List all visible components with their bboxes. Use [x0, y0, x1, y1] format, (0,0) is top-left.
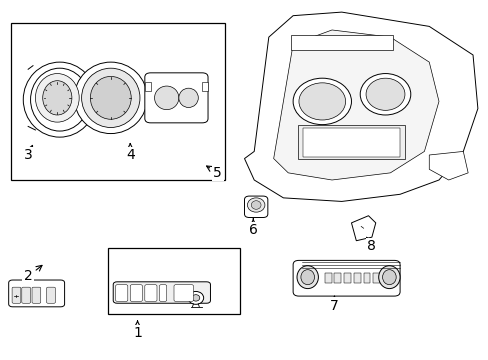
- Ellipse shape: [360, 73, 410, 115]
- Ellipse shape: [90, 76, 131, 119]
- Text: 6: 6: [248, 219, 257, 237]
- Ellipse shape: [382, 270, 395, 285]
- Ellipse shape: [378, 266, 399, 289]
- FancyBboxPatch shape: [113, 282, 210, 303]
- Text: 3: 3: [24, 145, 33, 162]
- Ellipse shape: [251, 201, 261, 209]
- Text: 5: 5: [206, 166, 222, 180]
- Text: 7: 7: [329, 296, 338, 313]
- Ellipse shape: [188, 292, 203, 304]
- Bar: [297, 125, 404, 158]
- FancyBboxPatch shape: [144, 73, 207, 123]
- Text: 2: 2: [24, 265, 42, 283]
- Bar: [363, 273, 370, 283]
- Bar: [353, 273, 360, 283]
- Ellipse shape: [298, 83, 345, 120]
- Ellipse shape: [247, 198, 264, 212]
- Polygon shape: [428, 152, 467, 180]
- Ellipse shape: [192, 295, 200, 301]
- Bar: [202, 82, 207, 91]
- FancyBboxPatch shape: [292, 260, 399, 296]
- FancyBboxPatch shape: [32, 287, 41, 303]
- Ellipse shape: [300, 270, 314, 285]
- Ellipse shape: [179, 88, 198, 108]
- FancyBboxPatch shape: [174, 285, 193, 301]
- Ellipse shape: [154, 86, 179, 110]
- Ellipse shape: [366, 78, 404, 111]
- Ellipse shape: [74, 62, 147, 134]
- Ellipse shape: [296, 266, 318, 289]
- Polygon shape: [273, 30, 438, 180]
- Ellipse shape: [23, 62, 96, 137]
- Text: 8: 8: [366, 237, 376, 253]
- Ellipse shape: [292, 78, 351, 125]
- Bar: [144, 82, 150, 91]
- FancyBboxPatch shape: [12, 287, 21, 303]
- Bar: [334, 273, 341, 283]
- Text: 1: 1: [133, 321, 142, 340]
- FancyBboxPatch shape: [116, 285, 127, 301]
- Bar: [344, 273, 350, 283]
- FancyBboxPatch shape: [130, 285, 142, 301]
- Ellipse shape: [42, 81, 72, 115]
- Bar: [108, 248, 239, 314]
- Bar: [372, 273, 379, 283]
- FancyBboxPatch shape: [9, 280, 64, 307]
- Ellipse shape: [30, 68, 89, 131]
- Ellipse shape: [35, 73, 79, 122]
- Ellipse shape: [81, 68, 140, 127]
- FancyBboxPatch shape: [46, 287, 55, 303]
- Bar: [290, 35, 392, 50]
- Text: 4: 4: [125, 144, 134, 162]
- Bar: [324, 273, 331, 283]
- FancyBboxPatch shape: [22, 287, 30, 303]
- Polygon shape: [351, 216, 375, 241]
- Polygon shape: [244, 12, 477, 202]
- FancyBboxPatch shape: [159, 285, 166, 301]
- FancyBboxPatch shape: [244, 196, 267, 217]
- FancyBboxPatch shape: [144, 285, 157, 301]
- Bar: [302, 128, 399, 157]
- Bar: [11, 23, 224, 180]
